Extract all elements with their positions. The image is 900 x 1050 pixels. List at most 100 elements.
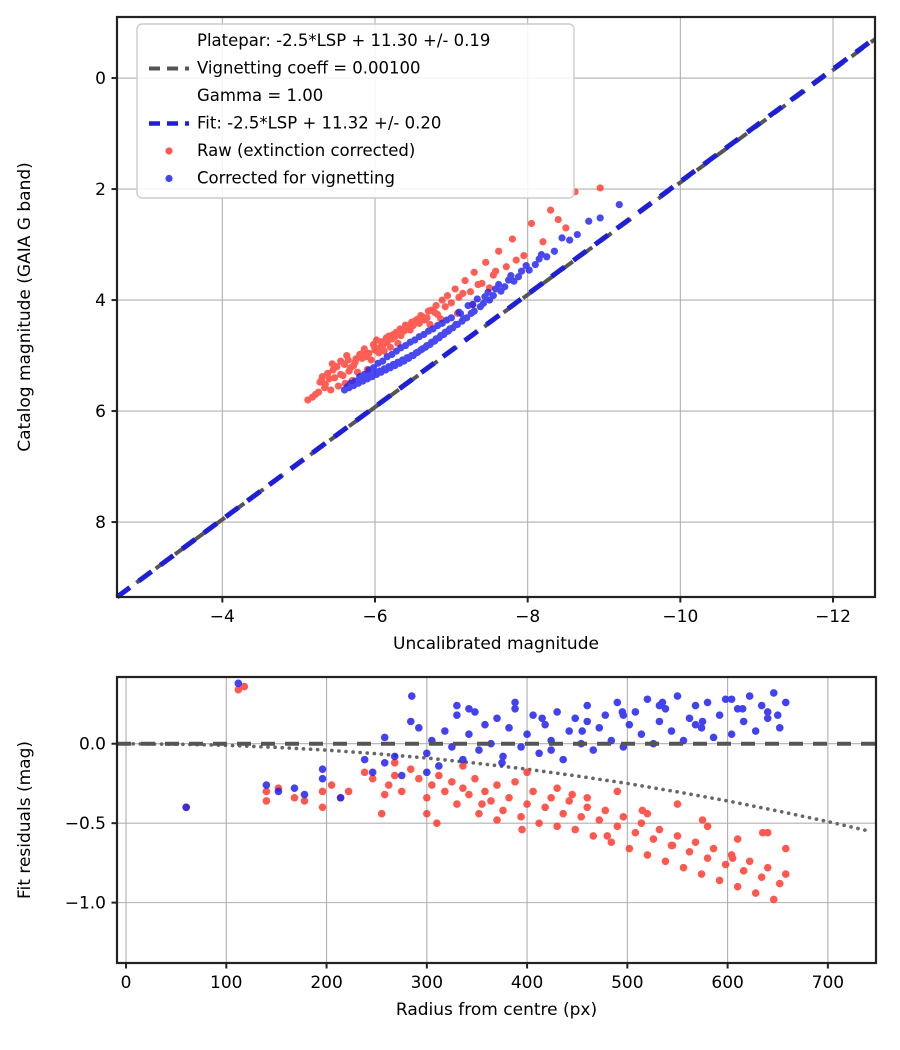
data-point (495, 247, 503, 255)
x-tick-label: 400 (511, 973, 543, 993)
data-point (738, 704, 747, 713)
data-point (344, 356, 352, 364)
y-axis-label: Catalog magnitude (GAIA G band) (15, 162, 35, 452)
legend-entry[interactable]: Gamma = 1.00 (197, 86, 323, 105)
scatter-series (304, 184, 604, 404)
data-point (475, 809, 483, 818)
data-point (374, 359, 382, 367)
data-point (300, 790, 309, 799)
y-tick-label: 4 (95, 291, 106, 311)
x-tick-label: −12 (815, 607, 851, 627)
data-point (595, 724, 604, 732)
data-point (613, 822, 622, 831)
data-point (565, 797, 573, 805)
data-point (763, 708, 772, 716)
data-point (467, 309, 475, 317)
data-point (511, 704, 519, 713)
data-point (352, 355, 360, 363)
data-point (438, 296, 446, 304)
data-point (573, 230, 581, 239)
data-point (499, 752, 507, 761)
data-point (773, 711, 782, 719)
data-point (571, 825, 580, 834)
data-point (380, 790, 389, 799)
data-point (327, 386, 335, 394)
legend-label: Platepar: -2.5*LSP + 11.30 +/- 0.19 (197, 31, 490, 50)
data-point (637, 730, 646, 738)
data-point (391, 333, 399, 341)
x-tick-label: 500 (611, 973, 643, 993)
data-point (474, 280, 482, 289)
data-point (365, 349, 373, 357)
data-point (383, 353, 391, 361)
data-point (577, 813, 586, 821)
legend-label: Vignetting coeff = 0.00100 (197, 59, 421, 78)
legend-entry[interactable]: Corrected for vignetting (165, 169, 395, 188)
data-point (558, 234, 566, 242)
data-point (367, 356, 375, 364)
y-tick-label: −1.0 (65, 894, 106, 914)
data-point (596, 184, 604, 192)
data-point (691, 701, 700, 710)
legend-label: Fit: -2.5*LSP + 11.32 +/- 0.20 (197, 114, 441, 133)
data-point (471, 708, 479, 716)
scatter-series (182, 679, 790, 812)
data-point (492, 285, 500, 293)
data-point (423, 809, 431, 818)
data-point (553, 784, 561, 793)
data-point (390, 752, 399, 761)
legend-entry[interactable]: Platepar: -2.5*LSP + 11.30 +/- 0.19 (197, 31, 490, 50)
data-point (727, 695, 736, 704)
data-point (517, 813, 525, 821)
data-point (505, 724, 513, 732)
data-point (432, 302, 440, 310)
x-tick-label: 700 (812, 973, 844, 993)
data-point (234, 679, 243, 688)
data-point (550, 247, 559, 255)
data-point (565, 727, 573, 735)
scatter-series (182, 682, 790, 904)
data-point (589, 832, 598, 840)
data-point (423, 749, 431, 758)
data-point (475, 746, 483, 754)
data-point (359, 348, 368, 356)
data-point (182, 803, 190, 812)
data-point (566, 236, 574, 244)
data-point (471, 774, 479, 783)
data-point (613, 787, 622, 796)
data-point (578, 727, 587, 735)
data-point (769, 689, 778, 697)
legend-entry[interactable]: Fit: -2.5*LSP + 11.32 +/- 0.20 (149, 114, 441, 133)
x-tick-label: −10 (662, 607, 698, 627)
data-point (529, 787, 537, 796)
data-point (667, 727, 676, 735)
legend-entry[interactable]: Vignetting coeff = 0.00100 (149, 59, 421, 78)
data-point (411, 336, 419, 344)
data-point (583, 717, 592, 726)
data-point (337, 370, 345, 379)
data-point (583, 803, 592, 812)
data-point (523, 768, 531, 777)
data-point (751, 889, 760, 897)
data-point (429, 325, 437, 333)
data-point (290, 784, 299, 793)
data-point (601, 806, 610, 815)
data-point (568, 790, 576, 799)
fit-residuals-panel: 0 100 200 300 400 500 600 700 0.0 −0.5 −1.0 Radius … (0, 655, 900, 1050)
data-point (330, 374, 339, 382)
legend-entry[interactable]: Raw (extinction corrected) (165, 141, 415, 160)
data-point (392, 347, 400, 355)
data-point (618, 708, 627, 716)
data-point (751, 727, 760, 735)
data-point (397, 331, 405, 340)
data-point (493, 781, 501, 789)
data-point (585, 217, 593, 225)
data-point (478, 800, 486, 808)
data-point (529, 711, 537, 719)
data-point (443, 292, 452, 300)
data-point (511, 778, 519, 786)
y-tick-label: 2 (95, 180, 106, 200)
data-point (583, 701, 592, 710)
data-point (415, 774, 423, 783)
data-point (631, 708, 640, 716)
